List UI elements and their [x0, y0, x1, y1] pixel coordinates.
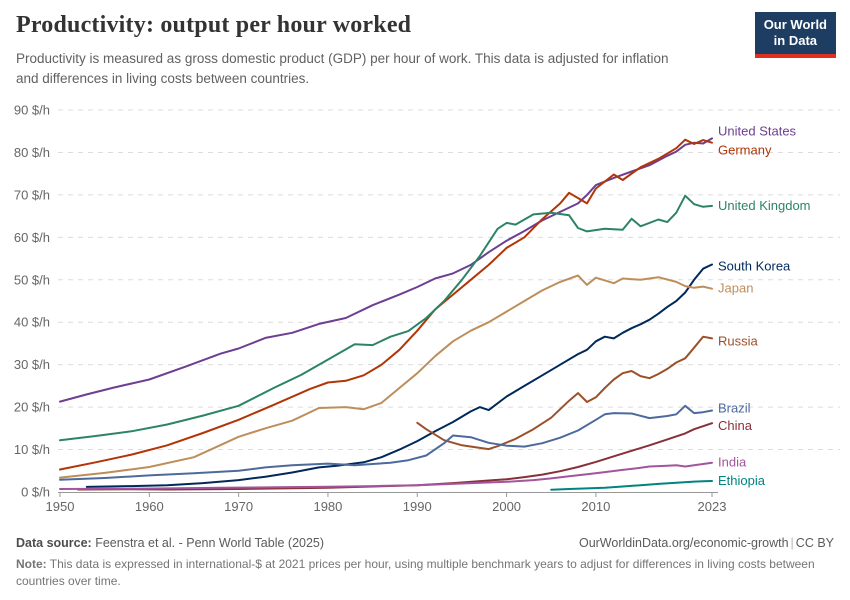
- x-tick-label-1950: 1950: [46, 499, 75, 514]
- line-china[interactable]: [76, 422, 713, 491]
- series-label-ethiopia[interactable]: Ethiopia: [718, 473, 766, 488]
- series-label-japan[interactable]: Japan: [718, 281, 753, 296]
- license-label[interactable]: CC BY: [795, 536, 834, 551]
- line-brazil[interactable]: [59, 404, 713, 481]
- chart-note: Note: This data is expressed in internat…: [16, 556, 816, 590]
- series-label-united-states[interactable]: United States: [718, 123, 797, 138]
- series-label-brazil[interactable]: Brazil: [718, 401, 751, 416]
- subtitle-line-2: and differences in living costs between …: [16, 70, 310, 86]
- owid-logo-line-1: Our World: [763, 17, 827, 32]
- series-label-china[interactable]: China: [718, 418, 753, 433]
- line-russia[interactable]: [416, 335, 713, 451]
- owid-url-link[interactable]: OurWorldinData.org/economic-growth: [578, 536, 789, 551]
- line-india[interactable]: [59, 461, 713, 490]
- x-tick-label-1980: 1980: [313, 499, 342, 514]
- y-tick-label-10: 10 $/h: [14, 442, 50, 457]
- line-united-states[interactable]: [59, 137, 713, 403]
- x-tick-label-2023: 2023: [698, 499, 727, 514]
- y-tick-label-90: 90 $/h: [14, 103, 50, 118]
- y-tick-label-60: 60 $/h: [14, 230, 50, 245]
- series-label-south-korea[interactable]: South Korea: [718, 258, 791, 273]
- y-tick-label-70: 70 $/h: [14, 187, 50, 202]
- subtitle-line-1: Productivity is measured as gross domest…: [16, 51, 669, 66]
- x-tick-label-1990: 1990: [403, 499, 432, 514]
- owid-logo[interactable]: Our World in Data: [754, 12, 836, 58]
- line-united-kingdom[interactable]: [59, 194, 713, 442]
- owid-logo-line-2: in Data: [773, 33, 818, 49]
- y-tick-label-30: 30 $/h: [14, 357, 50, 372]
- series-label-united-kingdom[interactable]: United Kingdom: [718, 198, 811, 213]
- y-tick-label-40: 40 $/h: [14, 315, 50, 330]
- y-tick-label-80: 80 $/h: [14, 145, 50, 160]
- separator: |: [790, 536, 794, 551]
- page-title: Productivity: output per hour worked: [16, 12, 412, 38]
- line-ethiopia[interactable]: [550, 480, 713, 491]
- x-tick-label-2010: 2010: [581, 499, 610, 514]
- note-text: This data is expressed in international-…: [16, 557, 815, 589]
- series-label-germany[interactable]: Germany: [718, 143, 772, 158]
- data-source-label: Data source:: [16, 536, 92, 551]
- chart-header: Productivity: output per hour worked Pro…: [16, 12, 716, 88]
- y-tick-label-50: 50 $/h: [14, 272, 50, 287]
- line-japan[interactable]: [59, 274, 713, 479]
- y-tick-label-0: 0 $/h: [21, 485, 50, 500]
- series-label-russia[interactable]: Russia: [718, 333, 759, 348]
- x-tick-label-1970: 1970: [224, 499, 253, 514]
- chart-subtitle: Productivity is measured as gross domest…: [16, 49, 716, 88]
- license-line: OurWorldinData.org/economic-growth | CC BY: [579, 536, 834, 550]
- data-source-text: Feenstra et al. - Penn World Table (2025…: [95, 536, 325, 551]
- x-tick-label-2000: 2000: [492, 499, 521, 514]
- y-tick-label-20: 20 $/h: [14, 400, 50, 415]
- note-label: Note:: [16, 557, 47, 572]
- series-label-india[interactable]: India: [718, 455, 747, 470]
- line-germany[interactable]: [59, 138, 713, 471]
- line-south-korea[interactable]: [85, 263, 713, 488]
- chart-footer: Data source: Feenstra et al. - Penn Worl…: [16, 536, 834, 590]
- x-tick-label-1960: 1960: [135, 499, 164, 514]
- data-source: Data source: Feenstra et al. - Penn Worl…: [16, 536, 324, 550]
